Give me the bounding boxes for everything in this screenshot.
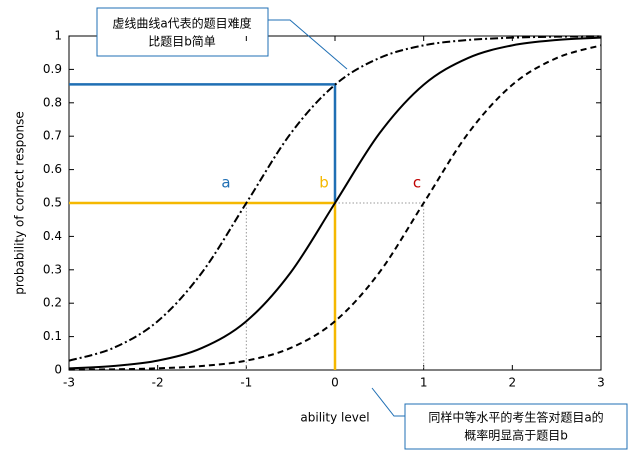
y-tick-label: 0.6	[43, 162, 62, 176]
curve	[68, 36, 602, 370]
y-tick-label: 0.4	[43, 229, 62, 243]
x-tick-label: -2	[152, 376, 164, 390]
callout-text: 概率明显高于题目b	[464, 428, 568, 443]
x-tick-label: 1	[420, 376, 428, 390]
y-tick-label: 0.2	[43, 296, 62, 310]
callout-leader	[268, 19, 348, 70]
y-tick-label: 0.8	[43, 95, 62, 109]
y-tick-label: 0.3	[43, 262, 62, 276]
callout-leader	[371, 387, 405, 417]
curve-label: c	[413, 174, 421, 192]
x-axis-title: ability level	[300, 411, 369, 425]
curve	[68, 44, 602, 371]
callout-box	[404, 403, 628, 450]
callout-text: 虚线曲线a代表的题目难度	[112, 16, 251, 31]
callout-box	[96, 7, 269, 57]
y-tick-label: 0.9	[43, 62, 62, 76]
y-tick-label: 1	[54, 29, 62, 43]
callout-text: 同样中等水平的考生答对题目a的	[428, 410, 603, 425]
y-tick-label: 0	[54, 363, 62, 377]
curve-label: b	[319, 174, 329, 192]
x-tick-label: -1	[240, 376, 252, 390]
y-tick-label: 0.1	[43, 329, 62, 343]
callout-text: 比题目b简单	[148, 35, 216, 49]
curve-label: a	[221, 174, 230, 192]
x-tick-label: 3	[597, 376, 605, 390]
y-axis-title: probability of correct response	[13, 111, 27, 295]
x-tick-label: 0	[331, 376, 339, 390]
x-tick-label: 2	[509, 376, 517, 390]
y-tick-label: 0.7	[43, 129, 62, 143]
curve	[68, 35, 602, 362]
x-tick-label: -3	[63, 376, 75, 390]
y-tick-label: 0.5	[43, 196, 62, 210]
